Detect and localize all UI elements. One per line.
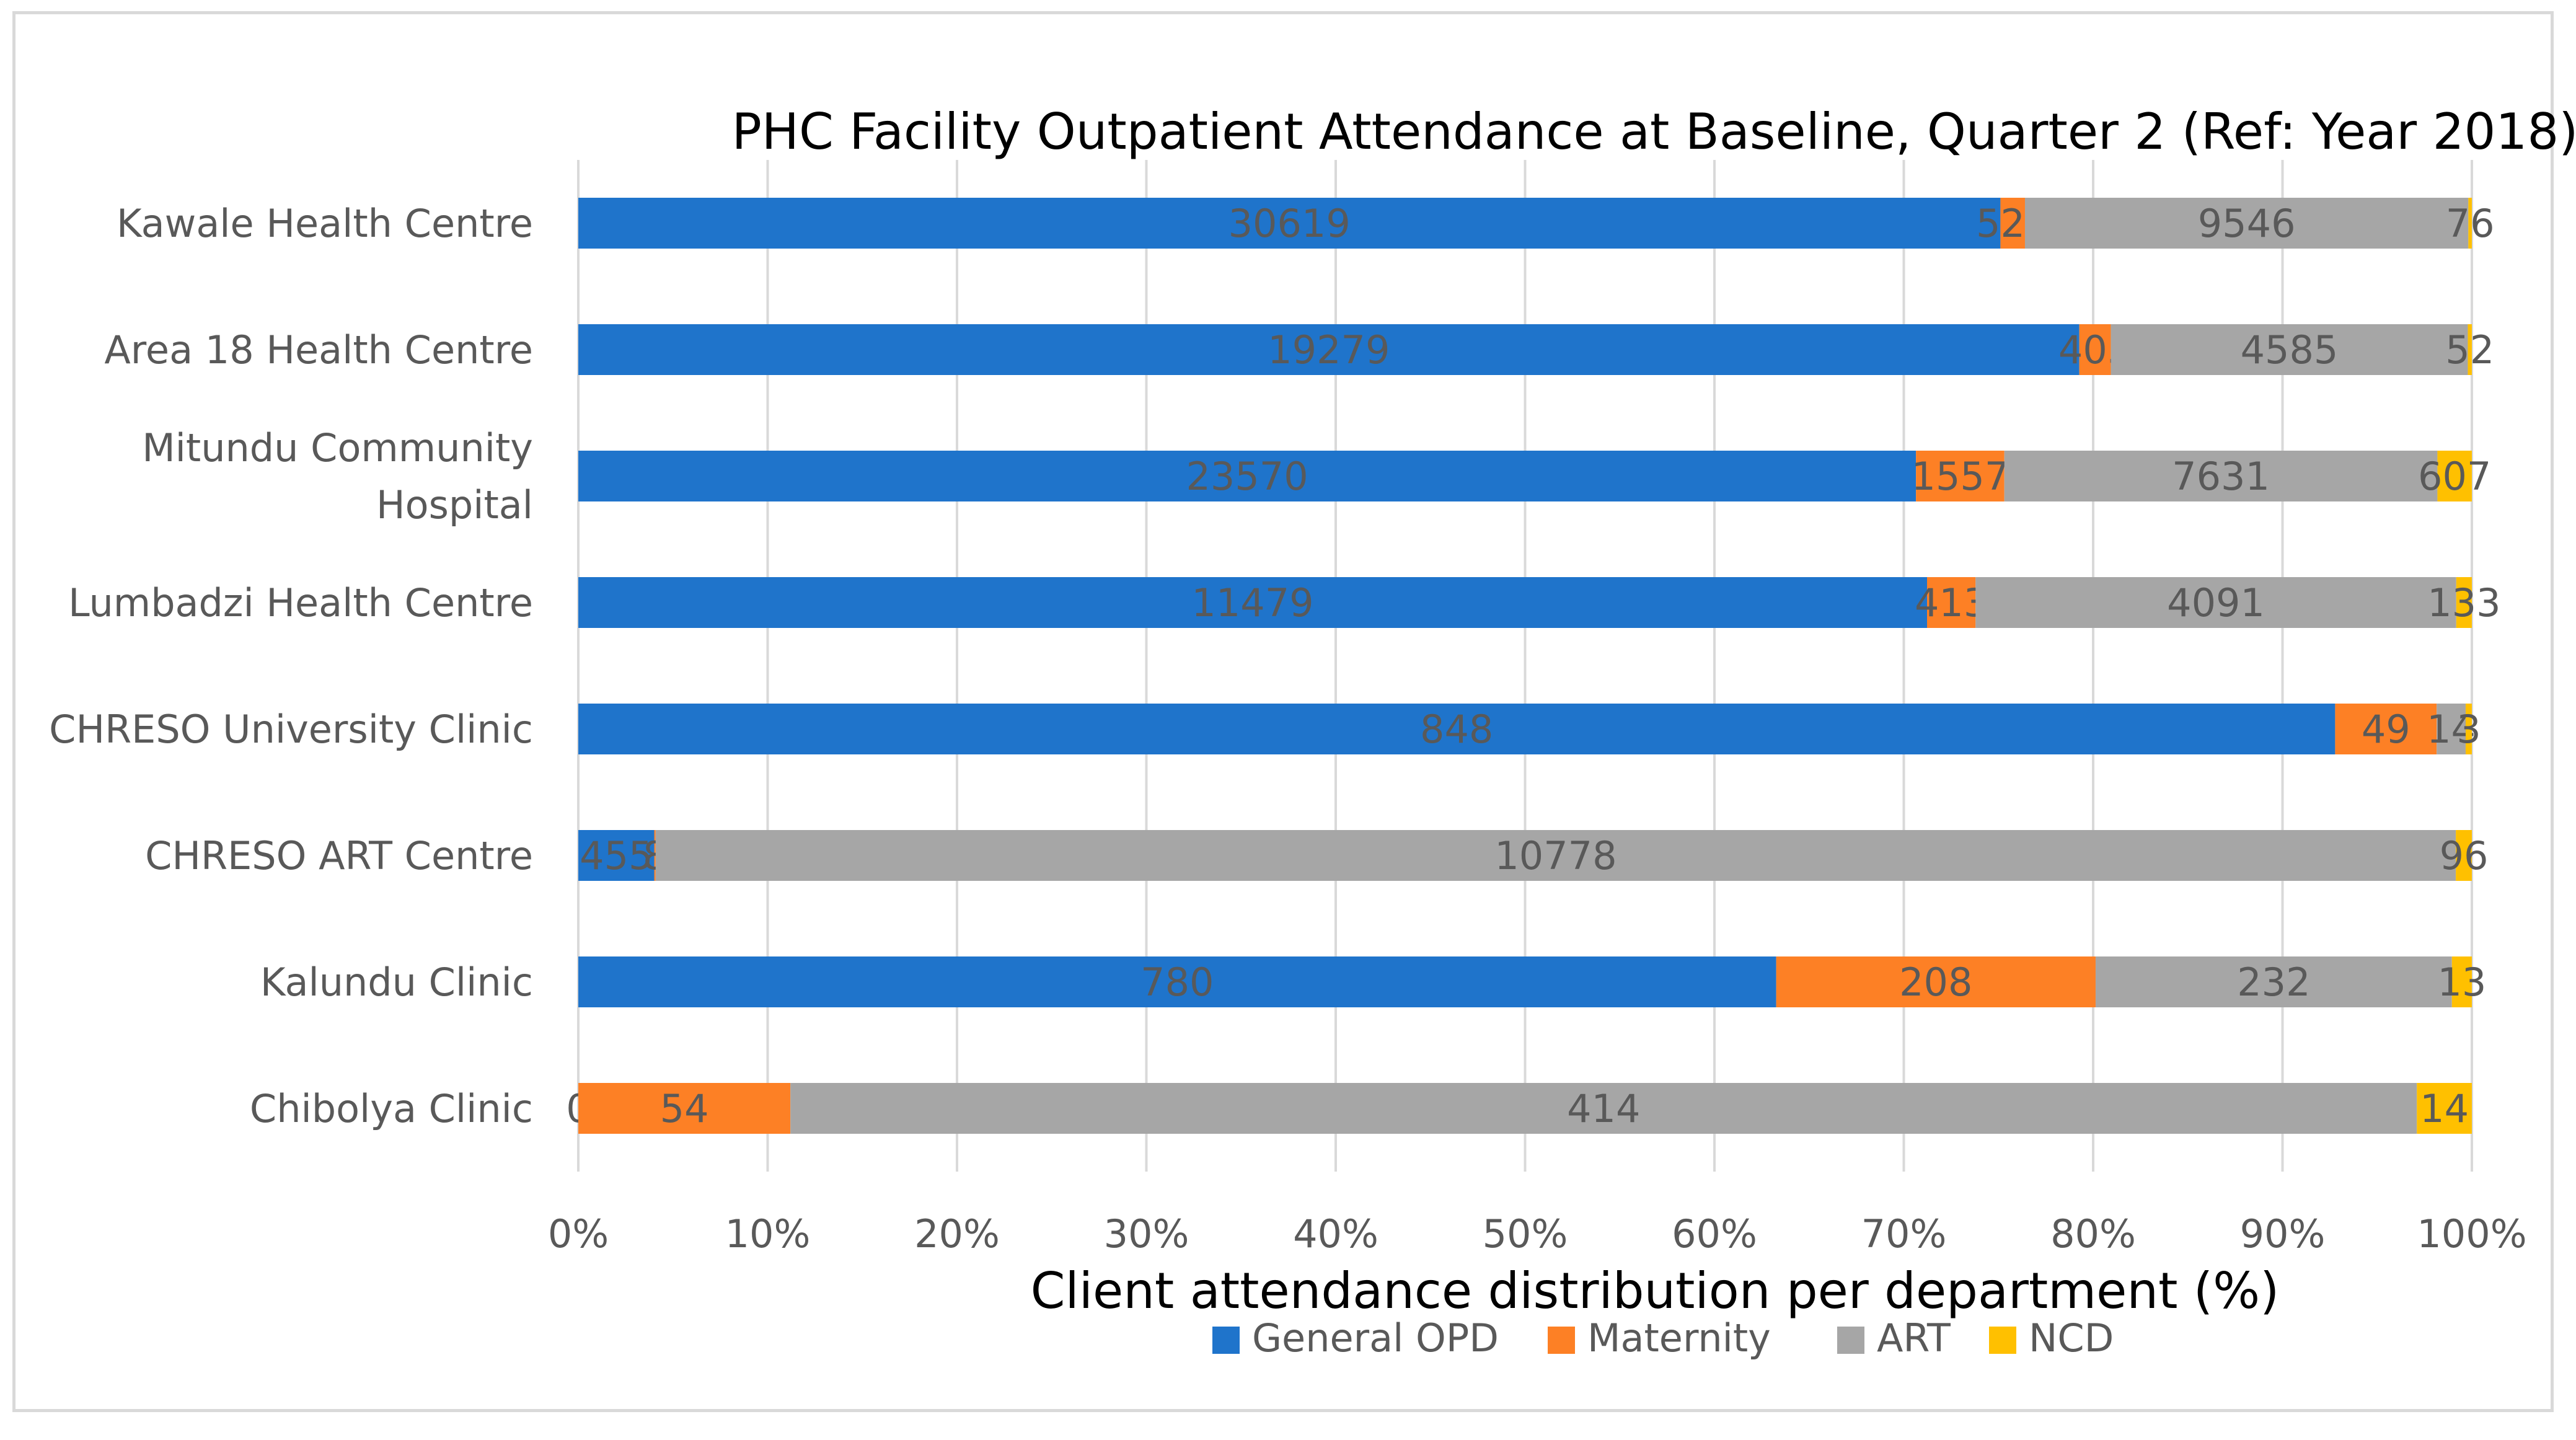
legend-label: General OPD (1252, 1315, 1499, 1361)
category-label: Mitundu Community Hospital (142, 425, 533, 528)
category-labels: Kawale Health Centre Area 18 Health Centr… (49, 201, 533, 1131)
data-label: 14 (2420, 1086, 2469, 1131)
bar-segment-art (2024, 198, 2469, 249)
bar-segment-art (790, 1083, 2417, 1134)
data-label: 13 (2437, 960, 2486, 1005)
data-label: 49 (2362, 707, 2411, 752)
chart-title: PHC Facility Outpatient Attendance at Ba… (732, 103, 2576, 161)
data-label: 52 (2445, 327, 2494, 373)
legend-label: ART (1877, 1315, 1951, 1361)
x-tick-label: 30% (1104, 1211, 1189, 1257)
category-label: Chibolya Clinic (250, 1086, 533, 1131)
bar-segment-maternity (2079, 324, 2111, 375)
data-label: 7631 (2172, 454, 2270, 499)
data-label: 96 (2440, 833, 2489, 878)
x-tick-label: 90% (2240, 1211, 2326, 1257)
bar-segment-general-opd (578, 704, 2336, 754)
x-tick-label: 50% (1483, 1211, 1568, 1257)
data-label: 1557 (1912, 454, 2009, 499)
legend-swatch-maternity (1548, 1327, 1575, 1354)
x-tick-label: 40% (1293, 1211, 1378, 1257)
gridlines (577, 160, 2473, 1172)
x-tick-label: 60% (1672, 1211, 1757, 1257)
legend-swatch-ncd (1989, 1327, 2016, 1354)
bar-segment-ncd (2456, 830, 2472, 881)
category-label: Area 18 Health Centre (104, 327, 533, 373)
bar-segment-ncd (2468, 198, 2472, 249)
category-label: Kawale Health Centre (117, 201, 533, 246)
data-label: 133 (2427, 580, 2500, 625)
x-tick-label: 10% (725, 1211, 811, 1257)
bar-segment-art (2004, 451, 2438, 501)
legend-label: Maternity (1587, 1315, 1771, 1361)
x-tick-label: 80% (2050, 1211, 2136, 1257)
x-tick-labels: 0% 10% 20% 30% 40% 50% 60% 70% 80% 90% 100% (548, 1211, 2527, 1257)
data-label: 607 (2418, 454, 2491, 499)
data-label: 4585 (2241, 327, 2339, 373)
x-tick-label: 70% (1861, 1211, 1947, 1257)
data-label: 30619 (1228, 201, 1351, 246)
bar-segment-ncd (2451, 956, 2472, 1007)
bar-segment-general-opd (578, 956, 1776, 1007)
bar-segment-general-opd (578, 830, 655, 881)
x-tick-label: 0% (548, 1211, 609, 1257)
category-label: Kalundu Clinic (260, 960, 533, 1005)
bar-segment-ncd (2456, 577, 2472, 628)
bar-segment-maternity (578, 1083, 791, 1134)
x-axis-title: Client attendance distribution per depar… (1031, 1262, 2280, 1320)
chart-frame (12, 11, 2554, 1412)
bar-segment-ncd (2468, 324, 2472, 375)
data-label: 848 (1420, 707, 1493, 752)
data-label: 11479 (1191, 580, 1313, 625)
bar-segment-general-opd (578, 324, 2080, 375)
bar-segment-art (1975, 577, 2456, 628)
bar-segment-art (2095, 956, 2452, 1007)
category-label: CHRESO University Clinic (49, 707, 533, 752)
data-label: 3 (2456, 707, 2481, 752)
bar-segment-ncd (2437, 451, 2472, 501)
legend-label: NCD (2029, 1315, 2114, 1361)
bar-segment-art (2111, 324, 2468, 375)
data-label: 10778 (1494, 833, 1617, 878)
x-tick-label: 20% (914, 1211, 1000, 1257)
data-label: 23570 (1186, 454, 1308, 499)
bar-segment-maternity (1776, 956, 2096, 1007)
bar-segment-ncd (2417, 1083, 2472, 1134)
data-label: 19279 (1268, 327, 1390, 373)
bar-segment-maternity (2335, 704, 2437, 754)
legend-swatch-art (1837, 1327, 1864, 1354)
data-label: 9546 (2198, 201, 2296, 246)
data-label: 780 (1140, 960, 1214, 1005)
bar-segment-maternity (2000, 198, 2025, 249)
legend-swatch-general-opd (1212, 1327, 1240, 1354)
data-label: 54 (660, 1086, 709, 1131)
bar-segment-ncd (2465, 704, 2472, 754)
x-tick-label: 100% (2417, 1211, 2526, 1257)
data-label: 76 (2446, 201, 2495, 246)
data-label: 208 (1899, 960, 1972, 1005)
bar-segment-art (655, 830, 2456, 881)
legend: General OPD Maternity ART NCD (1212, 1315, 2114, 1361)
category-label: CHRESO ART Centre (145, 833, 533, 878)
bar-segment-maternity (654, 830, 656, 881)
bar-segment-general-opd (578, 451, 1917, 501)
data-label: 455 (580, 833, 653, 878)
category-label: Lumbadzi Health Centre (68, 580, 533, 625)
bar-segment-maternity (1916, 451, 2005, 501)
data-label: 232 (2237, 960, 2310, 1005)
bar-segment-art (2437, 704, 2466, 754)
data-label: 4091 (2167, 580, 2265, 625)
data-label: 414 (1567, 1086, 1640, 1131)
bar-segment-maternity (1926, 577, 1976, 628)
bar-segment-general-opd (578, 198, 2001, 249)
bar-segment-general-opd (578, 577, 1927, 628)
